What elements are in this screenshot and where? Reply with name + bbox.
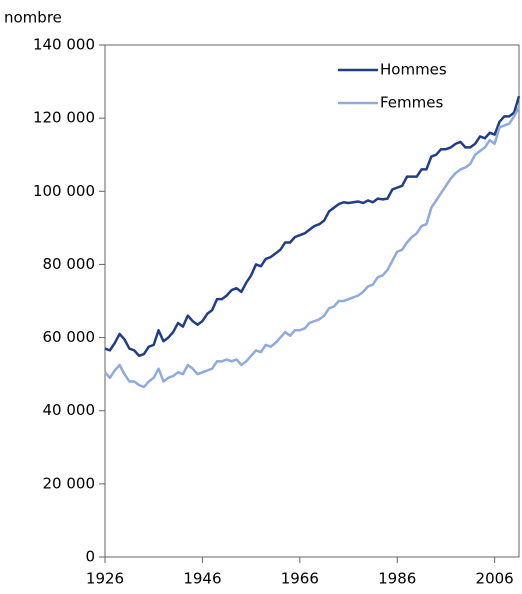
x-tick-label: 1926 xyxy=(86,570,124,588)
y-tick-label: 80 000 xyxy=(43,255,96,273)
legend-label: Femmes xyxy=(380,94,443,112)
y-tick-label: 60 000 xyxy=(43,328,96,346)
x-tick-label: 1946 xyxy=(183,570,221,588)
line-series xyxy=(104,95,521,358)
y-tick-label: 120 000 xyxy=(33,109,95,127)
y-tick-label: 40 000 xyxy=(43,401,96,419)
y-tick-label: 100 000 xyxy=(33,182,95,200)
x-tick-label: 2006 xyxy=(476,570,514,588)
y-tick-label: 20 000 xyxy=(43,474,96,492)
y-axis-label: nombre xyxy=(4,9,62,27)
plot-frame xyxy=(104,44,520,558)
y-tick-label: 0 xyxy=(85,548,95,566)
legend-label: Hommes xyxy=(380,61,447,79)
x-tick-label: 1986 xyxy=(378,570,416,588)
x-tick-label: 1966 xyxy=(281,570,319,588)
y-tick-label: 140 000 xyxy=(33,36,95,54)
line-series xyxy=(104,106,521,389)
